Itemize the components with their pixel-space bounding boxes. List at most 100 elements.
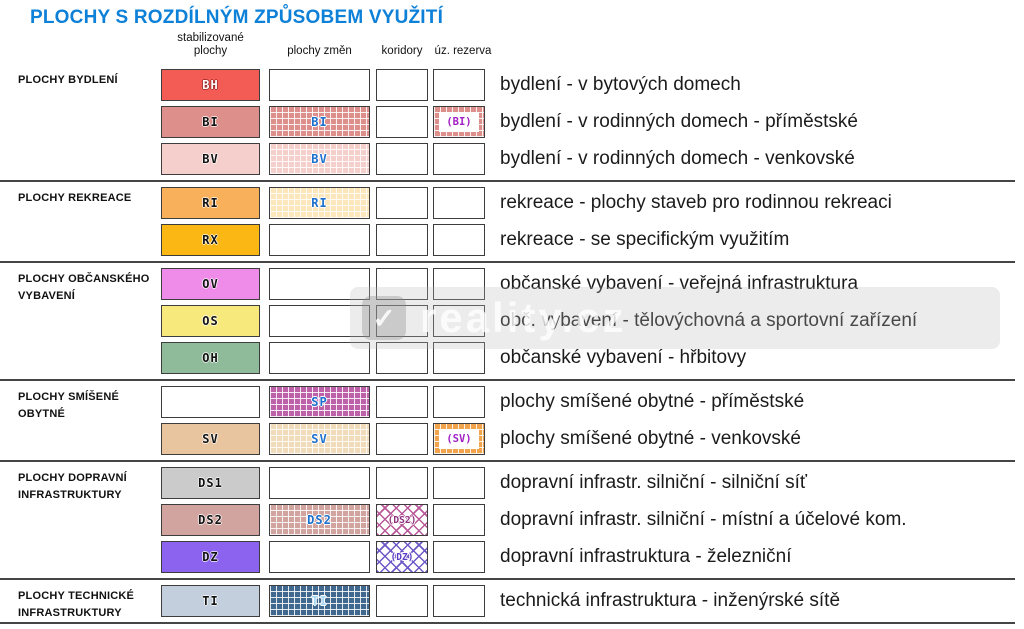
section-label-line1: PLOCHY BYDLENÍ — [18, 74, 118, 86]
area-code: DS2 — [307, 513, 332, 527]
area-code: TI — [202, 594, 219, 608]
column-headers: stabilizované plochy plochy změn koridor… — [161, 32, 1024, 58]
swatch-corridor-empty — [376, 268, 428, 300]
row-description: plochy smíšené obytné - venkovské — [500, 428, 801, 449]
section-label-line1: PLOCHY DOPRAVNÍ — [18, 472, 127, 484]
swatch-reserve-bi: (BI) — [433, 106, 485, 138]
row-description: dopravní infrastr. silniční - místní a ú… — [500, 509, 907, 530]
area-code: BV — [202, 152, 219, 166]
legend-row-bh: BH bydlení - v bytových domech — [161, 69, 1015, 101]
swatch-reserve-empty — [433, 187, 485, 219]
row-description: občanské vybavení - hřbitovy — [500, 347, 747, 368]
section-label: PLOCHY TECHNICKÉ INFRASTRUKTURY — [18, 588, 134, 622]
area-code: BI — [311, 115, 328, 129]
section-bydleni: PLOCHY BYDLENÍ BH bydlení - v bytových d… — [0, 64, 1015, 175]
legend-row-os: OS obč. vybavení - tělovýchovná a sporto… — [161, 305, 1015, 337]
area-code: OH — [202, 351, 219, 365]
swatch-stable-ri: RI — [161, 187, 260, 219]
row-description: rekreace - plochy staveb pro rodinnou re… — [500, 192, 892, 213]
area-code: RX — [202, 233, 219, 247]
area-code: OS — [202, 314, 219, 328]
row-description: dopravní infrastruktura - železniční — [500, 546, 792, 567]
swatch-stable-sv: SV — [161, 423, 260, 455]
row-description: bydlení - v rodinných domech - příměstsk… — [500, 111, 858, 132]
section-label: PLOCHY BYDLENÍ — [18, 72, 118, 89]
swatch-reserve-empty — [433, 268, 485, 300]
swatch-reserve-empty — [433, 224, 485, 256]
legend-table: PLOCHY BYDLENÍ BH bydlení - v bytových d… — [0, 64, 1015, 624]
reserve-frame-core: (BI) — [439, 112, 479, 132]
section-obcanske-vybaveni: PLOCHY OBČANSKÉHO VYBAVENÍ OV občanské v… — [0, 261, 1015, 374]
legend-row-ti: TI TI technická infrastruktura - inženýr… — [161, 585, 1015, 617]
swatch-stable-oh: OH — [161, 342, 260, 374]
area-code: (DZ) — [390, 551, 414, 563]
swatch-reserve-sv: (SV) — [433, 423, 485, 455]
area-code: SV — [202, 432, 219, 446]
legend-row-ov: OV občanské vybavení - veřejná infrastru… — [161, 268, 1015, 300]
swatch-stable-ti: TI — [161, 585, 260, 617]
swatch-change-bv: BV — [269, 143, 370, 175]
row-description: rekreace - se specifickým využitím — [500, 229, 790, 250]
section-label-line2: INFRASTRUKTURY — [18, 607, 122, 619]
swatch-corridor-empty — [376, 305, 428, 337]
swatch-stable-bv: BV — [161, 143, 260, 175]
swatch-reserve-empty — [433, 541, 485, 573]
section-label-line1: PLOCHY REKREACE — [18, 192, 132, 204]
swatch-corridor-empty — [376, 69, 428, 101]
area-code: BH — [202, 78, 219, 92]
swatch-corridor-empty — [376, 143, 428, 175]
section-dopravni-infrastruktury: PLOCHY DOPRAVNÍ INFRASTRUKTURY DS1 dopra… — [0, 460, 1015, 573]
section-label-line2: VYBAVENÍ — [18, 290, 76, 302]
area-code: DS2 — [198, 513, 223, 527]
swatch-stable-dz: DZ — [161, 541, 260, 573]
row-description: dopravní infrastr. silniční - silniční s… — [500, 472, 808, 493]
swatch-reserve-empty — [433, 305, 485, 337]
column-header-koridory: koridory — [381, 45, 423, 57]
row-description: technická infrastruktura - inženýrské sí… — [500, 590, 841, 611]
swatch-stable-bh: BH — [161, 69, 260, 101]
area-code: (SV) — [446, 433, 472, 445]
row-description: bydlení - v bytových domech — [500, 74, 741, 95]
swatch-change-ds2: DS2 — [269, 504, 370, 536]
section-label: PLOCHY REKREACE — [18, 190, 131, 207]
section-label-line1: PLOCHY TECHNICKÉ — [18, 590, 135, 602]
swatch-corridor-empty — [376, 423, 428, 455]
area-code: OV — [202, 277, 219, 291]
swatch-change-empty — [269, 69, 370, 101]
swatch-corridor-empty — [376, 342, 428, 374]
row-description: bydlení - v rodinných domech - venkovské — [500, 148, 855, 169]
section-smisene-obytne: PLOCHY SMÍŠENÉ OBYTNÉ SP plochy smíšené … — [0, 379, 1015, 455]
swatch-reserve-empty — [433, 467, 485, 499]
area-code: DS1 — [198, 476, 223, 490]
legend-row-ds1: DS1 dopravní infrastr. silniční - silnič… — [161, 467, 1015, 499]
swatch-corridor-ds2: (DS2) — [376, 504, 428, 536]
legend-row-bv: BV BV bydlení - v rodinných domech - ven… — [161, 143, 1015, 175]
section-label-line1: PLOCHY OBČANSKÉHO — [18, 273, 150, 285]
swatch-change-sp: SP — [269, 386, 370, 418]
swatch-stable-bi: BI — [161, 106, 260, 138]
area-code: TI — [311, 594, 328, 608]
area-code: RI — [311, 196, 328, 210]
section-rekreace: PLOCHY REKREACE RI RI rekreace - plochy … — [0, 180, 1015, 256]
swatch-change-ti: TI — [269, 585, 370, 617]
swatch-stable-ds2: DS2 — [161, 504, 260, 536]
legend-row-ri: RI RI rekreace - plochy staveb pro rodin… — [161, 187, 1015, 219]
page-title: PLOCHY S ROZDÍLNÝM ZPŮSOBEM VYUŽITÍ — [30, 7, 444, 28]
swatch-reserve-empty — [433, 386, 485, 418]
legend-row-sv: SV SV (SV) plochy smíšené obytné - venko… — [161, 423, 1015, 455]
reserve-frame-core: (SV) — [439, 429, 479, 449]
legend-row-sp: SP plochy smíšené obytné - příměstské — [161, 386, 1015, 418]
area-code: (DS2) — [387, 514, 417, 526]
swatch-change-empty — [269, 467, 370, 499]
swatch-corridor-empty — [376, 106, 428, 138]
legend-row-ds2: DS2 DS2 (DS2) dopravní infrastr. silničn… — [161, 504, 1015, 536]
swatch-change-ri: RI — [269, 187, 370, 219]
row-description: plochy smíšené obytné - příměstské — [500, 391, 805, 412]
swatch-corridor-empty — [376, 467, 428, 499]
swatch-reserve-empty — [433, 143, 485, 175]
swatch-change-sv: SV — [269, 423, 370, 455]
swatch-stable-rx: RX — [161, 224, 260, 256]
swatch-change-bi: BI — [269, 106, 370, 138]
swatch-reserve-empty — [433, 585, 485, 617]
area-code: BI — [202, 115, 219, 129]
